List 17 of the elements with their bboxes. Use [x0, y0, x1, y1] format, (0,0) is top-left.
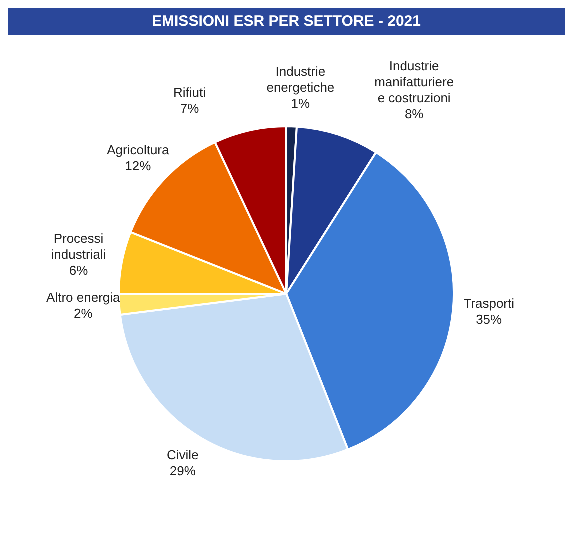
slice-label: Agricoltura	[107, 142, 170, 158]
data-label: 1%	[291, 96, 311, 112]
chart-title: EMISSIONI ESR PER SETTORE - 2021	[8, 8, 565, 35]
data-label: 29%	[170, 464, 196, 479]
data-label: 35%	[476, 312, 503, 328]
data-label: 6%	[69, 263, 89, 278]
slice-label: Rifiuti	[173, 84, 206, 100]
slice-label: Civile	[167, 448, 199, 463]
data-label: 8%	[404, 106, 424, 122]
data-label: 12%	[125, 158, 152, 174]
slice-label: Altro energia	[46, 290, 122, 305]
data-label: 7%	[180, 100, 200, 116]
data-label: 2%	[74, 306, 94, 321]
slice-label: Industrie energetiche	[266, 64, 335, 96]
slice-label: Trasporti	[464, 296, 515, 312]
slice-label: Processi industriali	[51, 231, 106, 262]
slice-label: Industrie manifatturiere e costruzioni	[374, 58, 454, 106]
